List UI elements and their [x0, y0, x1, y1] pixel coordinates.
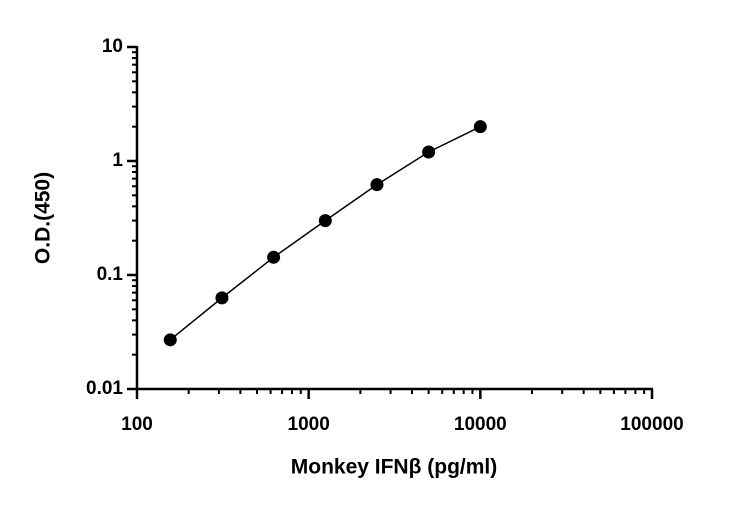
x-tick-label: 100000: [620, 414, 683, 435]
fit-line: [169, 126, 481, 341]
x-tick-label: 100: [121, 414, 153, 435]
y-tick-label: 10: [102, 36, 123, 57]
x-axis-label: Monkey IFNβ (pg/ml): [291, 456, 497, 479]
data-point: [473, 120, 487, 134]
x-tick-label: 1000: [288, 414, 330, 435]
y-axis-label: O.D.(450): [32, 172, 55, 264]
data-point: [215, 291, 229, 305]
x-tick-label: 10000: [454, 414, 507, 435]
data-point: [422, 145, 436, 159]
y-tick-label: 1: [112, 150, 123, 171]
data-point: [267, 250, 281, 264]
y-tick-label: 0.01: [86, 378, 123, 399]
y-tick-label: 0.1: [97, 264, 124, 285]
data-point: [370, 178, 384, 192]
data-point: [318, 214, 332, 228]
data-point: [163, 333, 177, 347]
